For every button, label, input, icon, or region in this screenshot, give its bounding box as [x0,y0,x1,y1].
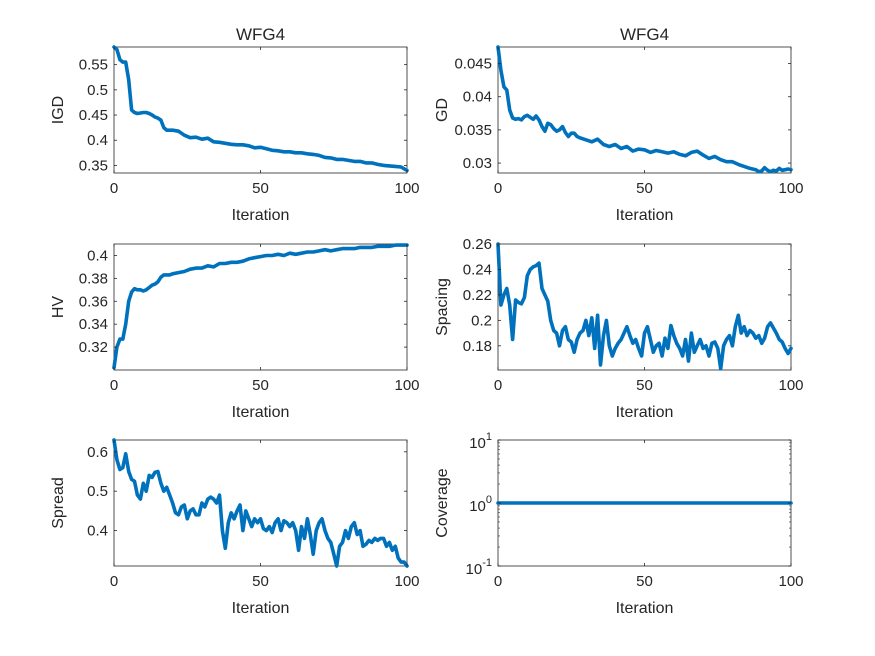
x-tick-label: 100 [778,573,803,590]
y-axis-label: Spacing [434,278,451,336]
x-axis-label: Iteration [616,600,674,617]
chart-title: WFG4 [236,25,285,44]
x-axis-label: Iteration [232,600,290,617]
x-tick-label: 50 [636,377,653,394]
y-tick-label: 0.04 [463,89,492,106]
axes-box [497,243,792,371]
y-tick-label: 0.32 [79,339,108,356]
y-tick-label: 0.34 [79,316,108,333]
y-tick-label: 101 [469,431,492,452]
x-tick-label: 50 [636,573,653,590]
y-tick-label: 0.4 [87,523,108,540]
y-axis-label: Spread [50,477,67,529]
subplot-spread: 0 50 100 0.4 0.5 0.6 Iteration Spread [50,438,420,617]
x-tick-label: 50 [252,573,269,590]
series-line [496,45,793,174]
x-tick-label: 0 [494,377,502,394]
y-tick-label: 0.4 [87,132,108,149]
x-tick-label: 50 [252,377,269,394]
y-tick-label: 0.24 [463,261,492,278]
x-axis-label: Iteration [616,404,674,421]
y-tick-label: 0.36 [79,293,108,310]
y-tick-label: 10-1 [466,557,492,578]
series-line [112,45,409,173]
y-axis-label: IGD [50,96,67,124]
x-tick-label: 0 [110,573,118,590]
x-tick-label: 100 [394,377,419,394]
axes-box [497,46,792,174]
subplot-spacing: 0 50 100 0.18 0.2 0.22 0.24 0.26 Iteration Spacin… [434,236,804,421]
x-axis-label: Iteration [232,207,290,224]
y-axis-label: HV [50,296,67,319]
x-tick-label: 100 [394,573,419,590]
x-axis-label: Iteration [232,404,290,421]
series-line [112,243,409,370]
x-tick-label: 50 [252,180,269,197]
y-tick-label: 0.03 [463,155,492,172]
x-tick-label: 0 [494,573,502,590]
x-tick-label: 100 [778,377,803,394]
chart-title: WFG4 [620,25,669,44]
subplot-coverage: 0 50 100 10-1 100 101 Iteration Coverage [434,431,804,617]
x-tick-label: 100 [778,180,803,197]
x-tick-label: 0 [494,180,502,197]
y-tick-label: 0.26 [463,236,492,253]
series-line [112,438,409,568]
y-tick-label: 0.2 [471,312,492,329]
y-tick-label: 0.35 [79,157,108,174]
series-line [496,242,793,371]
y-tick-label: 0.55 [79,57,108,74]
subplot-hv: 0 50 100 0.32 0.34 0.36 0.38 0.4 Iteration HV [50,243,420,421]
x-tick-label: 100 [394,180,419,197]
axes-box [113,46,408,174]
subplot-gd: 0 50 100 0.03 0.035 0.04 0.045 Iteration GD WFG4 [434,25,804,224]
x-tick-label: 0 [110,180,118,197]
x-tick-label: 50 [636,180,653,197]
subplot-igd: 0 50 100 0.35 0.4 0.45 0.5 0.55 Iteration IGD WFG4 [50,25,420,224]
x-tick-label: 0 [110,377,118,394]
y-tick-label: 0.18 [463,338,492,355]
x-axis-label: Iteration [616,207,674,224]
axes-box [113,243,408,371]
y-tick-label: 0.4 [87,247,108,264]
y-tick-label: 100 [469,494,492,515]
y-tick-label: 0.6 [87,444,108,461]
y-tick-label: 0.22 [463,287,492,304]
y-axis-label: GD [434,98,451,122]
y-axis-label: Coverage [434,468,451,537]
y-tick-label: 0.5 [87,82,108,99]
y-tick-label: 0.38 [79,270,108,287]
y-tick-label: 0.45 [79,107,108,124]
y-tick-label: 0.045 [454,56,492,73]
y-tick-label: 0.5 [87,483,108,500]
y-tick-label: 0.035 [454,122,492,139]
